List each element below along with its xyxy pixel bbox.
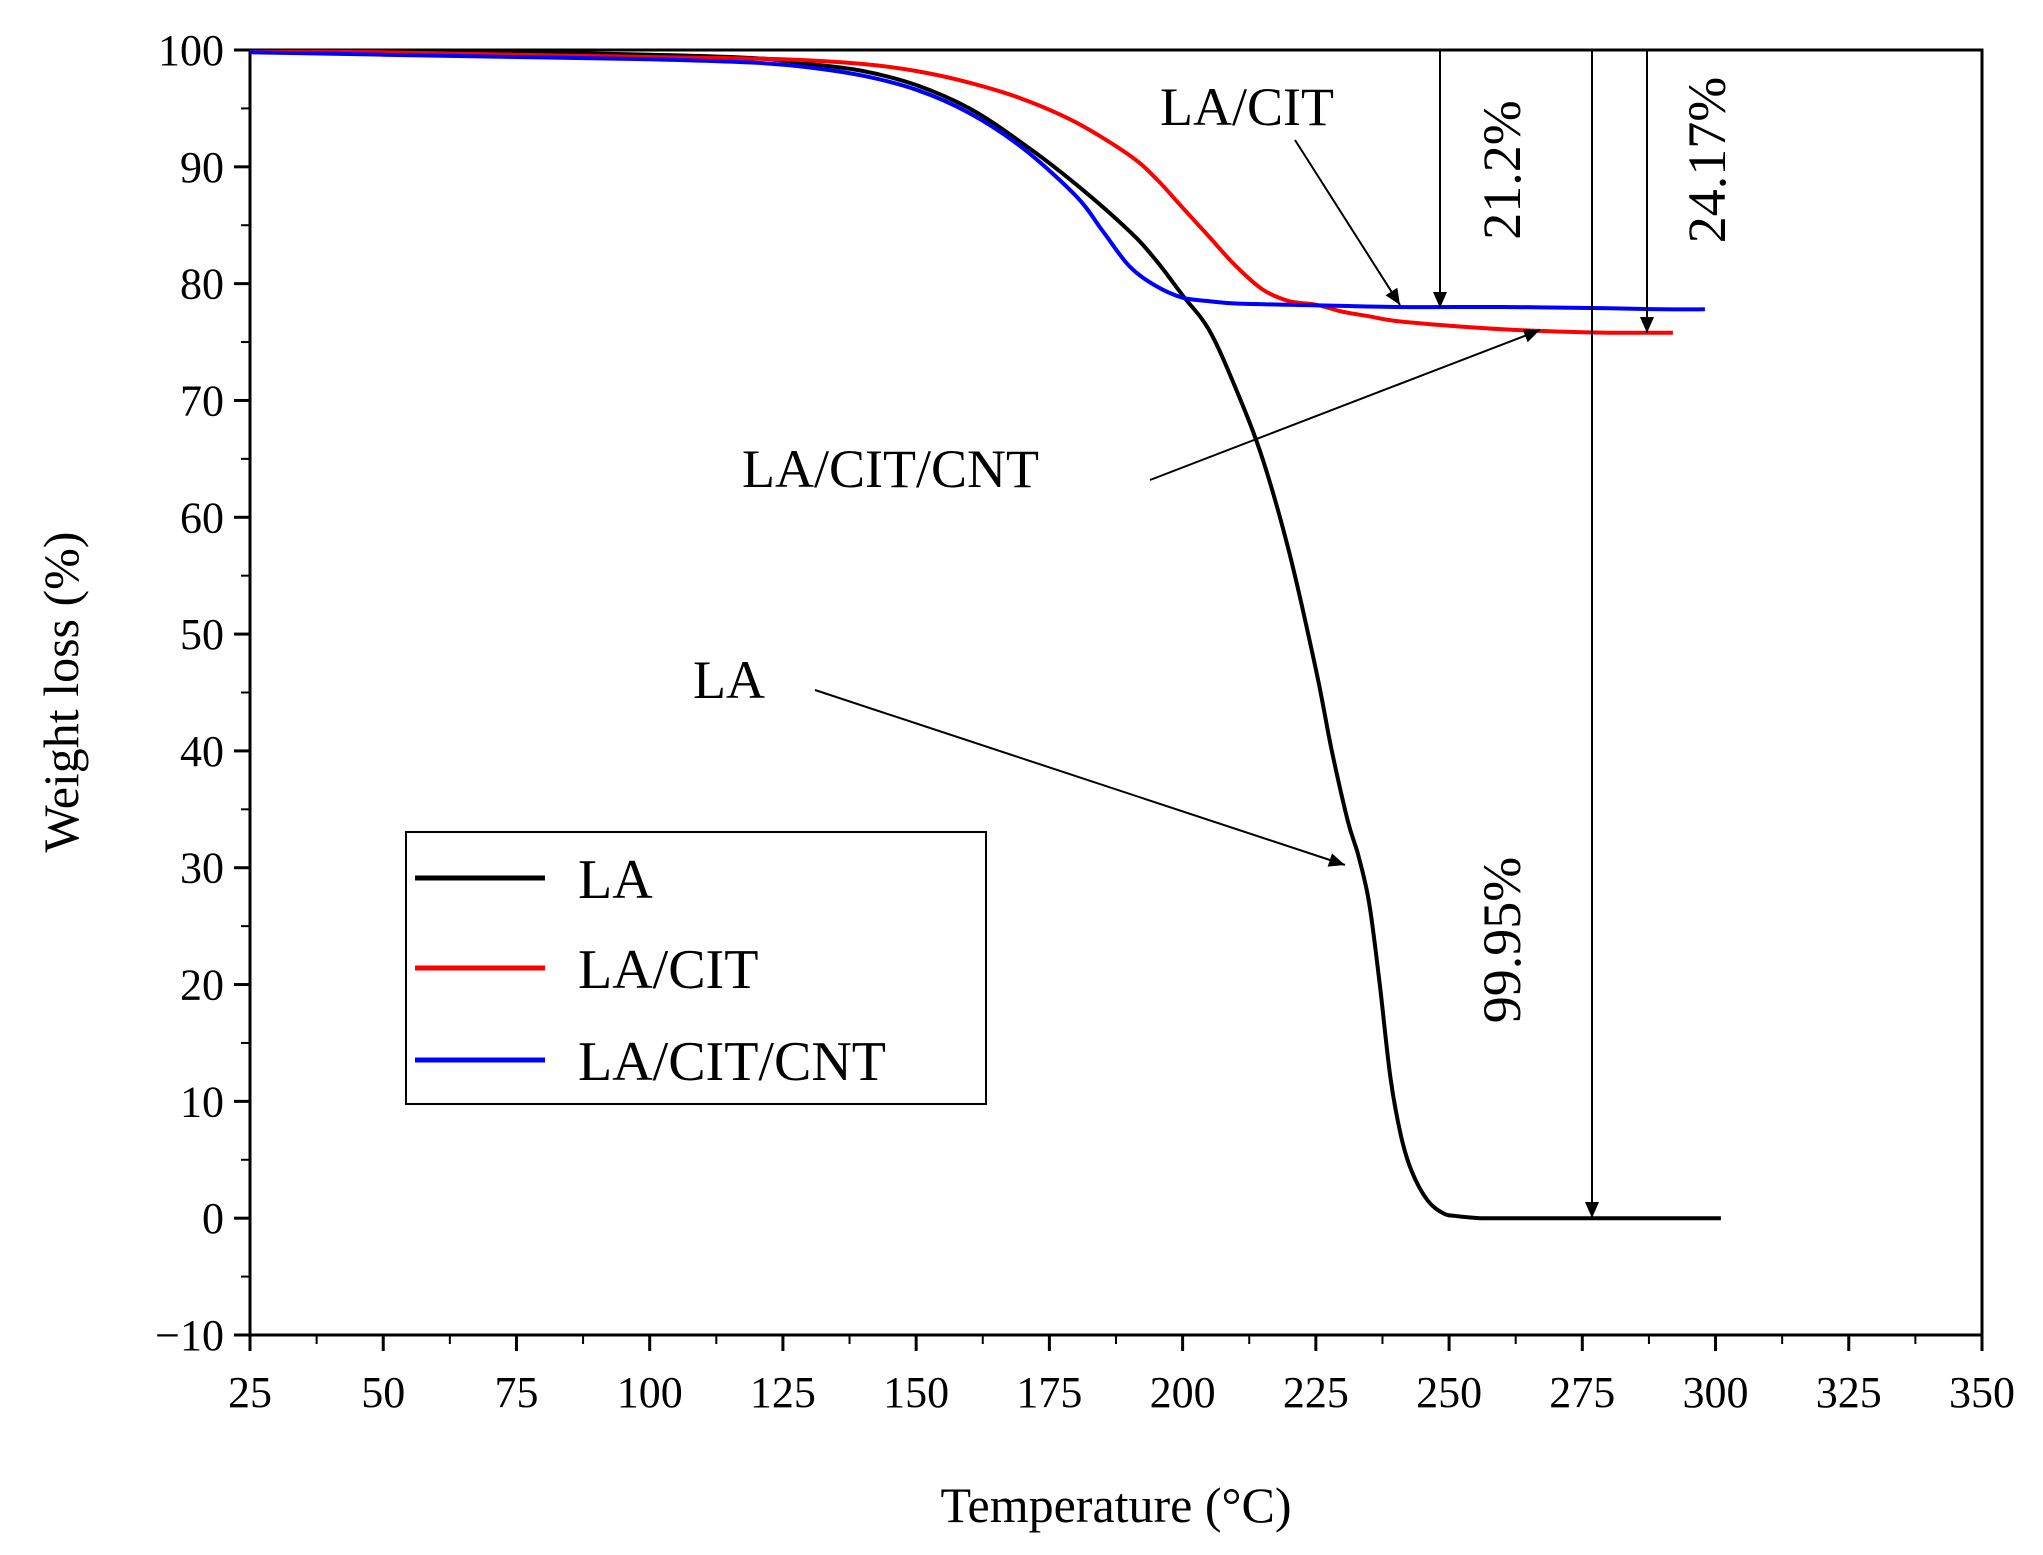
x-tick-label: 50 [361,1368,405,1417]
x-tick-label: 350 [1949,1368,2015,1417]
y-tick-label: −10 [155,1311,224,1360]
y-tick-label: 0 [202,1194,224,1243]
arrow-la [814,689,1346,867]
x-tick-label: 175 [1016,1368,1082,1417]
series-line-la-cit [250,50,1673,335]
annotation-24-17-pct: 24.17% [1677,77,1737,243]
annotation-arrows [814,50,1654,1218]
y-tick-label: 40 [180,727,224,776]
legend-label-la: LA [578,849,653,911]
x-tick-label: 325 [1816,1368,1882,1417]
x-tick-label: 100 [617,1368,683,1417]
annotation-la-cit-cnt: LA/CIT/CNT [742,439,1039,499]
x-axis-title: Temperature (°C) [940,1477,1291,1533]
annotation-la-cit: LA/CIT [1160,77,1334,137]
arrow-la-cit [1294,139,1401,306]
x-tick-label: 25 [228,1368,272,1417]
x-tick-label: 75 [494,1368,538,1417]
y-tick-label: 100 [158,26,224,75]
x-axis-ticks: 25 50 75 100 125 150 175 200 225 250 275 300 325 350 [228,1335,2015,1417]
legend-label-la-cit-cnt: LA/CIT/CNT [578,1031,886,1093]
y-tick-label: 50 [180,610,224,659]
x-tick-label: 250 [1416,1368,1482,1417]
x-tick-label: 150 [883,1368,949,1417]
y-tick-label: 70 [180,376,224,425]
x-tick-label: 225 [1283,1368,1349,1417]
annotation-la: LA [693,650,765,710]
y-axis-title: Weight loss (%) [33,532,89,853]
y-tick-label: 20 [180,961,224,1010]
y-tick-label: 90 [180,143,224,192]
series-line-la [250,50,1721,1221]
y-tick-label: 80 [180,260,224,309]
y-axis-ticks: −10 0 10 20 30 40 50 60 70 80 90 100 [155,26,250,1360]
annotation-21-2-pct: 21.2% [1472,100,1532,239]
annotation-99-95-pct: 99.95% [1472,857,1532,1023]
legend-label-la-cit: LA/CIT [578,939,758,1001]
y-tick-label: 60 [180,493,224,542]
x-tick-label: 300 [1683,1368,1749,1417]
x-tick-label: 200 [1150,1368,1216,1417]
x-tick-label: 275 [1549,1368,1615,1417]
legend: LA LA/CIT LA/CIT/CNT [405,831,987,1105]
y-tick-label: 30 [180,844,224,893]
y-tick-label: 10 [180,1077,224,1126]
x-tick-label: 125 [750,1368,816,1417]
arrow-la-cit-cnt [1149,329,1541,481]
